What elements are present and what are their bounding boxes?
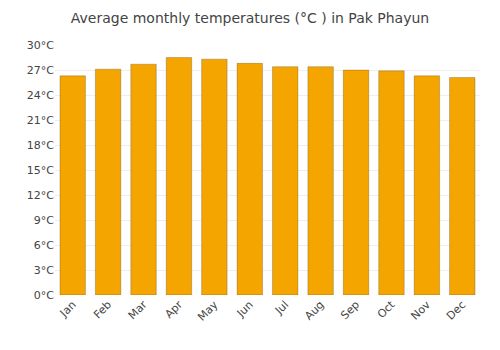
svg-text:0°C: 0°C xyxy=(34,289,54,302)
svg-text:24°C: 24°C xyxy=(27,89,54,102)
svg-text:Aug: Aug xyxy=(302,298,326,322)
svg-text:Dec: Dec xyxy=(444,298,468,322)
svg-text:Oct: Oct xyxy=(375,298,398,321)
svg-text:Jun: Jun xyxy=(234,298,256,320)
svg-text:Nov: Nov xyxy=(409,298,434,323)
svg-text:May: May xyxy=(195,298,221,324)
svg-text:18°C: 18°C xyxy=(27,139,54,152)
svg-text:21°C: 21°C xyxy=(27,114,54,127)
svg-text:Feb: Feb xyxy=(91,298,114,321)
svg-text:12°C: 12°C xyxy=(27,189,54,202)
svg-text:30°C: 30°C xyxy=(27,39,54,52)
svg-text:15°C: 15°C xyxy=(27,164,54,177)
svg-text:Mar: Mar xyxy=(126,298,150,322)
svg-text:9°C: 9°C xyxy=(34,214,54,227)
svg-text:Sep: Sep xyxy=(338,298,362,322)
svg-text:Jul: Jul xyxy=(272,298,291,317)
svg-text:6°C: 6°C xyxy=(34,239,54,252)
svg-text:Apr: Apr xyxy=(162,298,185,321)
svg-text:Average monthly temperatures (: Average monthly temperatures (°C ) in Pa… xyxy=(71,10,429,26)
svg-text:3°C: 3°C xyxy=(34,264,54,277)
svg-text:27°C: 27°C xyxy=(27,64,54,77)
svg-text:Jan: Jan xyxy=(57,298,79,320)
